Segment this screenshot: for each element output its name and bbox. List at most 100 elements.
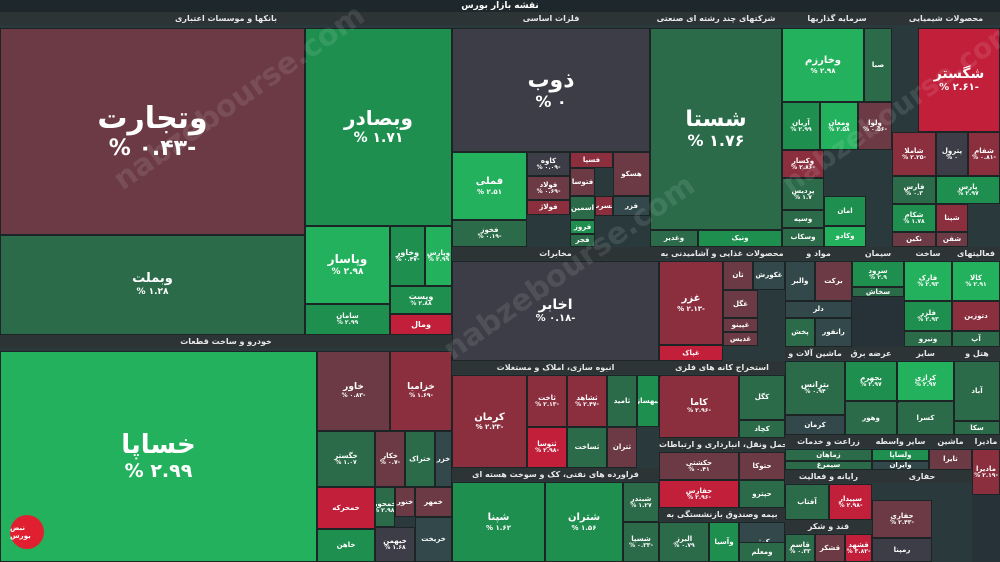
symbol-tile[interactable]: شفن — [936, 232, 968, 247]
symbol-tile[interactable]: برکت — [815, 261, 852, 301]
symbol-tile[interactable]: پردیس ۱.۷ % — [782, 178, 824, 210]
symbol-tile[interactable]: تایرا — [929, 449, 972, 470]
symbol-tile[interactable]: آپ — [952, 331, 1000, 347]
symbol-tile[interactable]: دلر — [785, 301, 852, 318]
symbol-tile[interactable]: حتوکا — [739, 452, 785, 480]
symbol-tile[interactable]: فولاژ — [527, 200, 570, 215]
symbol-tile[interactable]: خاهن — [317, 529, 375, 562]
symbol-tile[interactable]: وخارزم ۲.۹۸ % — [782, 28, 864, 102]
symbol-tile[interactable]: ختراک — [405, 431, 435, 487]
symbol-tile[interactable]: خنور — [395, 487, 415, 517]
symbol-tile[interactable]: خزر — [435, 431, 452, 487]
symbol-tile[interactable]: خساپا ۲.۹۹ % — [0, 351, 317, 562]
symbol-tile[interactable]: شفام -۰.۸۱ % — [968, 132, 1000, 176]
symbol-tile[interactable]: قشهد -۳.۸۲ % — [845, 534, 872, 562]
symbol-tile[interactable]: حفارس -۲.۹۶ % — [659, 480, 739, 508]
symbol-tile[interactable]: کسرا — [897, 401, 954, 435]
symbol-tile[interactable]: ومعان ۲.۵۸ % — [820, 102, 858, 150]
symbol-tile[interactable]: وپست ۲.۸۸ % — [390, 286, 452, 314]
symbol-tile[interactable]: خمهر — [415, 487, 452, 517]
symbol-tile[interactable]: ثشاهد -۲.۴۷ % — [567, 375, 607, 427]
symbol-tile[interactable]: وکادو — [824, 226, 866, 247]
symbol-tile[interactable]: کالا ۲.۹۱ % — [952, 261, 1000, 301]
symbol-tile[interactable]: غگل — [723, 290, 758, 318]
symbol-tile[interactable]: خبهمن ۱.۶۸ % — [375, 527, 415, 562]
symbol-tile[interactable]: شتران ۱.۵۶ % — [545, 482, 623, 562]
symbol-tile[interactable]: فولاد -۰.۶۹ % — [527, 176, 570, 200]
symbol-tile[interactable]: نکین — [892, 232, 936, 247]
symbol-tile[interactable]: شپنا ۱.۶۲ % — [452, 482, 545, 562]
symbol-tile[interactable]: فجر — [570, 234, 595, 247]
symbol-tile[interactable]: فملی ۲.۵۱ % — [452, 152, 527, 220]
symbol-tile[interactable]: بجهرم ۲.۹۷ % — [845, 361, 897, 401]
symbol-tile[interactable]: وغدیر — [650, 230, 698, 247]
symbol-tile[interactable]: وایران — [872, 461, 929, 470]
symbol-tile[interactable]: صبا — [864, 28, 892, 102]
symbol-tile[interactable]: وسپه — [782, 210, 824, 228]
symbol-tile[interactable]: امان — [824, 196, 866, 226]
symbol-tile[interactable]: خمحور-۲.۹۸ % — [375, 487, 395, 527]
symbol-tile[interactable]: سامان ۲.۹۹ % — [305, 304, 390, 335]
symbol-tile[interactable]: وپاسار ۲.۹۸ % — [305, 226, 390, 304]
symbol-tile[interactable]: وتجارت -۰.۴۳ % — [0, 28, 305, 235]
symbol-tile[interactable]: حفاری -۲.۴۳ % — [872, 500, 932, 538]
symbol-tile[interactable]: کرمان -۲.۲۳ % — [452, 375, 527, 468]
symbol-tile[interactable]: فروز — [570, 220, 595, 234]
symbol-tile[interactable]: فخوز -۰.۱۹ % — [452, 220, 527, 247]
symbol-tile[interactable]: غدیس — [723, 332, 758, 346]
symbol-tile[interactable]: خگستر ۱.۰۷ % — [317, 431, 375, 487]
symbol-tile[interactable]: فتوسا — [570, 168, 595, 196]
symbol-tile[interactable]: زماهان — [785, 449, 872, 461]
symbol-tile[interactable]: شکام ۱.۷۸ % — [892, 204, 936, 232]
symbol-tile[interactable]: شاملا -۲.۲۵ % — [892, 132, 936, 176]
symbol-tile[interactable]: ثامید — [607, 375, 637, 427]
symbol-tile[interactable]: حکشتی ۰.۴۱ % — [659, 452, 739, 480]
symbol-tile[interactable]: حپترو — [739, 480, 785, 508]
symbol-tile[interactable]: ساکا — [897, 401, 899, 403]
symbol-tile[interactable]: سیمرغ — [785, 461, 872, 470]
symbol-tile[interactable]: غپینو — [723, 318, 758, 332]
symbol-tile[interactable]: دتوزین — [952, 301, 1000, 331]
symbol-tile[interactable]: وبصادر ۱.۷۱ % — [305, 28, 452, 226]
symbol-tile[interactable]: آفتاب — [785, 484, 829, 520]
symbol-tile[interactable]: ثنوسا -۲.۹۸ % — [527, 427, 567, 468]
symbol-tile[interactable]: فسپا — [570, 152, 613, 168]
symbol-tile[interactable]: ونیک — [698, 230, 782, 247]
symbol-tile[interactable]: شسپا -۰.۳۳ % — [623, 522, 659, 562]
symbol-tile[interactable]: وکسار -۲.۸۶ % — [782, 150, 824, 178]
symbol-tile[interactable]: سرود ۲.۹ % — [852, 261, 904, 287]
symbol-tile[interactable]: کاوه -۰.۰۹ % — [527, 152, 570, 176]
symbol-tile[interactable]: کرمان — [785, 415, 845, 435]
symbol-tile[interactable]: اخابر -۰.۱۸ % — [452, 261, 659, 361]
symbol-tile[interactable]: اسمین — [570, 196, 595, 220]
symbol-tile[interactable]: کرازی ۲.۹۷ % — [897, 361, 954, 401]
symbol-tile[interactable]: ومال — [390, 314, 452, 335]
symbol-tile[interactable]: مادیرا -۲.۱۹ % — [972, 449, 1000, 495]
symbol-tile[interactable]: والبر — [785, 261, 815, 301]
symbol-tile[interactable]: کچاد — [739, 420, 785, 438]
symbol-tile[interactable]: ولوا -۰.۵۶ % — [858, 102, 892, 150]
symbol-tile[interactable]: تاپیکو — [659, 375, 661, 377]
symbol-tile[interactable]: خریخت — [415, 517, 452, 562]
symbol-tile[interactable]: وآسیا — [709, 522, 739, 562]
symbol-tile[interactable]: آریان ۲.۹۹ % — [782, 102, 820, 150]
symbol-tile[interactable]: خزامیا -۱.۶۹ % — [390, 351, 452, 431]
symbol-tile[interactable]: غکورش — [753, 261, 785, 290]
symbol-tile[interactable]: فزر — [613, 196, 650, 216]
symbol-tile[interactable]: شستا ۱.۷۶ % — [650, 28, 782, 230]
symbol-tile[interactable]: کاما -۲.۹۶ % — [659, 375, 739, 438]
symbol-tile[interactable]: قاسم ۰.۳۳ % — [785, 534, 815, 562]
symbol-tile[interactable]: سخاش — [852, 287, 904, 297]
symbol-tile[interactable]: تان — [723, 261, 753, 290]
symbol-tile[interactable]: آباد — [954, 361, 1000, 421]
symbol-tile[interactable]: وخاور -۰.۴۷ % — [390, 226, 425, 286]
symbol-tile[interactable]: پترول ۰ % — [936, 132, 968, 176]
symbol-tile[interactable]: البرز ۰.۷۹ % — [659, 522, 709, 562]
symbol-tile[interactable]: غزر -۲.۱۳ % — [659, 261, 723, 345]
symbol-tile[interactable]: ولساپا — [872, 449, 929, 461]
symbol-tile[interactable]: پارس ۲.۹۷ % — [936, 176, 1000, 204]
symbol-tile[interactable]: خمحرکه — [317, 487, 375, 529]
symbol-tile[interactable]: شپنا — [936, 204, 968, 232]
symbol-tile[interactable]: وبملت ۱.۲۸ % — [0, 235, 305, 335]
symbol-tile[interactable]: ونیرو — [904, 331, 952, 347]
